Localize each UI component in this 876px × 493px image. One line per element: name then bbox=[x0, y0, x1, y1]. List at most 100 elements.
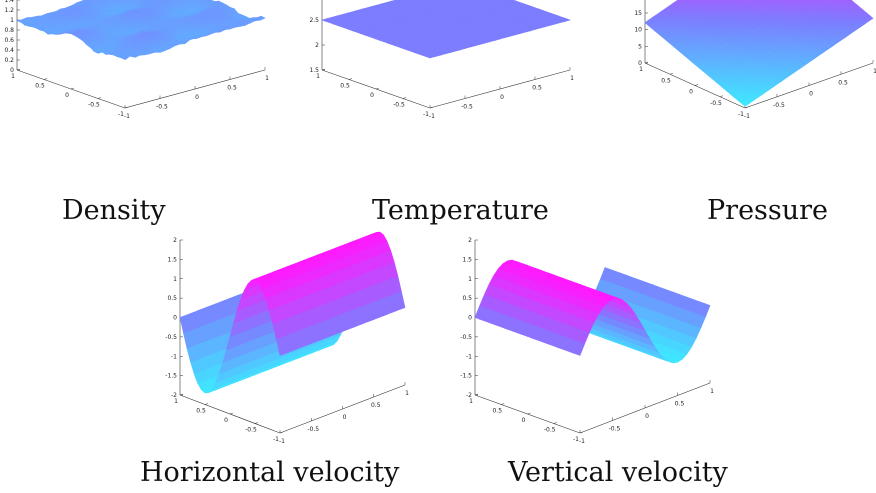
z-tick-label: -1.5 bbox=[165, 373, 177, 380]
x-tick-label: -1 bbox=[429, 113, 435, 120]
surface-cell bbox=[575, 342, 585, 356]
surface-mesh bbox=[321, 0, 571, 59]
pressure-surface-plot: 051015202530-1-0.500.51-1-0.500.51 bbox=[634, 0, 876, 120]
z-tick-label: 0.5 bbox=[462, 295, 472, 302]
x-tick-label: 0.5 bbox=[371, 402, 381, 409]
y-tick-label: -0.5 bbox=[393, 102, 405, 109]
y-tick-mark bbox=[474, 393, 479, 396]
z-tick-label: -1 bbox=[171, 353, 177, 360]
x-tick-label: 0 bbox=[195, 94, 199, 101]
x-tick-label: -0.5 bbox=[609, 426, 621, 433]
horizontal-velocity-caption: Horizontal velocity bbox=[140, 457, 400, 488]
y-tick-mark bbox=[644, 61, 649, 64]
y-tick-label: 1 bbox=[11, 73, 15, 80]
y-tick-mark bbox=[97, 97, 102, 99]
z-tick-label: -2 bbox=[171, 392, 177, 399]
x-tick-label: 0 bbox=[809, 91, 813, 98]
y-tick-mark bbox=[124, 106, 129, 109]
vertical-velocity-panel: -2 -1.5 -1 -0.5 0 0.5 1 1.5 2 -1 -0.5 0 0.5 1 -1 -0.5 0 0… bbox=[440, 237, 740, 493]
x-tick-label: -1 bbox=[124, 113, 130, 120]
x-tick-label: 0.5 bbox=[227, 85, 237, 92]
y-tick-label: -1 bbox=[423, 111, 429, 118]
pressure-caption: Pressure bbox=[707, 195, 829, 226]
y-tick-mark bbox=[719, 95, 724, 97]
x-tick-label: 1 bbox=[710, 388, 714, 395]
z-tick-label: 2 bbox=[173, 237, 177, 244]
surface-mesh bbox=[15, 0, 266, 61]
axes: -2 -1.5 -1 -0.5 0 0.5 1 1.5 2 -1 -0.5 0 0.5 1 -1 -0.5 0 0… bbox=[460, 237, 714, 445]
z-tick-label: 15 bbox=[634, 10, 642, 17]
z-tick-label: 0.2 bbox=[4, 57, 14, 64]
x-tick-label: -0.5 bbox=[156, 104, 168, 111]
y-tick-label: 1 bbox=[316, 73, 320, 80]
x-tick-label: 1 bbox=[265, 75, 269, 82]
z-tick-label: 0 bbox=[173, 315, 177, 322]
z-tick-label: 2.5 bbox=[309, 17, 319, 24]
z-tick-label: 1 bbox=[10, 17, 14, 24]
y-tick-label: 0 bbox=[689, 89, 693, 96]
x-tick-label: -0.5 bbox=[773, 102, 785, 109]
y-tick-label: 0 bbox=[65, 92, 69, 99]
x-tick-label: -1 bbox=[579, 438, 585, 445]
surface-cell bbox=[767, 0, 774, 3]
y-tick-mark bbox=[694, 84, 699, 86]
y-tick-label: 0.5 bbox=[492, 408, 502, 415]
z-tick-label: 0 bbox=[468, 315, 472, 322]
y-tick-label: 0.5 bbox=[661, 77, 671, 84]
y-tick-label: 1 bbox=[469, 398, 473, 405]
horizontal-velocity-surface-plot: -2 -1.5 -1 -0.5 0 0.5 1 1.5 2 -1 -0.5 0 0.5 1 -1 -0.5 0 0… bbox=[165, 231, 409, 445]
y-tick-mark bbox=[179, 393, 184, 396]
y-tick-mark bbox=[279, 431, 284, 434]
density-caption: Density bbox=[62, 195, 166, 226]
axes: -2 -1.5 -1 -0.5 0 0.5 1 1.5 2 -1 -0.5 0 0.5 1 -1 -0.5 0 0… bbox=[165, 237, 409, 445]
y-tick-label: -1 bbox=[118, 111, 124, 118]
temperature-caption: Temperature bbox=[372, 195, 549, 226]
z-tick-label: 0.8 bbox=[4, 27, 14, 34]
y-tick-mark bbox=[16, 68, 21, 71]
z-tick-label: 0 bbox=[10, 67, 14, 74]
z-tick-label: -0.5 bbox=[460, 334, 472, 341]
y-tick-label: -1 bbox=[573, 436, 579, 443]
y-tick-label: -0.5 bbox=[544, 427, 556, 434]
surface-cell bbox=[276, 337, 285, 356]
x-tick-label: 0 bbox=[343, 414, 347, 421]
surface-mesh bbox=[474, 259, 711, 364]
axes: 1.522.533.5-1-0.500.51-1-0.500.51 bbox=[309, 0, 574, 120]
z-tick-label: 0.5 bbox=[167, 295, 177, 302]
z-tick-label: 2 bbox=[315, 42, 319, 49]
z-tick-label: 1.4 bbox=[4, 0, 14, 4]
z-tick-label: 1 bbox=[173, 276, 177, 283]
y-tick-label: -0.5 bbox=[88, 102, 100, 109]
z-tick-label: 1.2 bbox=[4, 7, 14, 14]
z-tick-label: -2 bbox=[466, 392, 472, 399]
x-tick-label: 0.5 bbox=[838, 79, 848, 86]
surface-mesh bbox=[179, 231, 406, 394]
y-tick-mark bbox=[254, 422, 259, 424]
x-tick-label: 0.5 bbox=[675, 401, 685, 408]
density-panel: 00.20.40.60.811.21.41.61.82-1-0.500.51-1… bbox=[0, 0, 280, 240]
y-tick-label: 0 bbox=[522, 417, 526, 424]
pressure-panel: 051015202530-1-0.500.51-1-0.500.51 Press… bbox=[615, 0, 876, 240]
z-tick-label: 5 bbox=[638, 43, 642, 50]
z-tick-label: -0.5 bbox=[165, 334, 177, 341]
y-tick-label: 0 bbox=[224, 417, 228, 424]
x-tick-label: -1 bbox=[744, 113, 750, 120]
y-tick-label: -1 bbox=[273, 436, 279, 443]
z-tick-label: 1.5 bbox=[309, 67, 319, 74]
vertical-velocity-caption: Vertical velocity bbox=[508, 457, 728, 488]
x-tick-label: 0.5 bbox=[532, 85, 542, 92]
y-tick-mark bbox=[348, 78, 353, 80]
vertical-velocity-surface-plot: -2 -1.5 -1 -0.5 0 0.5 1 1.5 2 -1 -0.5 0 0.5 1 -1 -0.5 0 0… bbox=[460, 237, 714, 445]
y-tick-label: 0 bbox=[370, 92, 374, 99]
z-tick-label: 1 bbox=[468, 276, 472, 283]
surface-cell bbox=[740, 99, 751, 107]
axes: 00.20.40.60.811.21.41.61.82-1-0.500.51-1… bbox=[4, 0, 269, 120]
z-tick-label: 1.5 bbox=[462, 256, 472, 263]
y-tick-mark bbox=[204, 403, 209, 405]
y-tick-mark bbox=[669, 73, 674, 75]
y-tick-label: 0.5 bbox=[196, 408, 206, 415]
y-tick-label: 1 bbox=[174, 398, 178, 405]
z-tick-label: 1.5 bbox=[167, 256, 177, 263]
y-tick-mark bbox=[375, 87, 380, 90]
z-tick-label: 0 bbox=[638, 60, 642, 67]
